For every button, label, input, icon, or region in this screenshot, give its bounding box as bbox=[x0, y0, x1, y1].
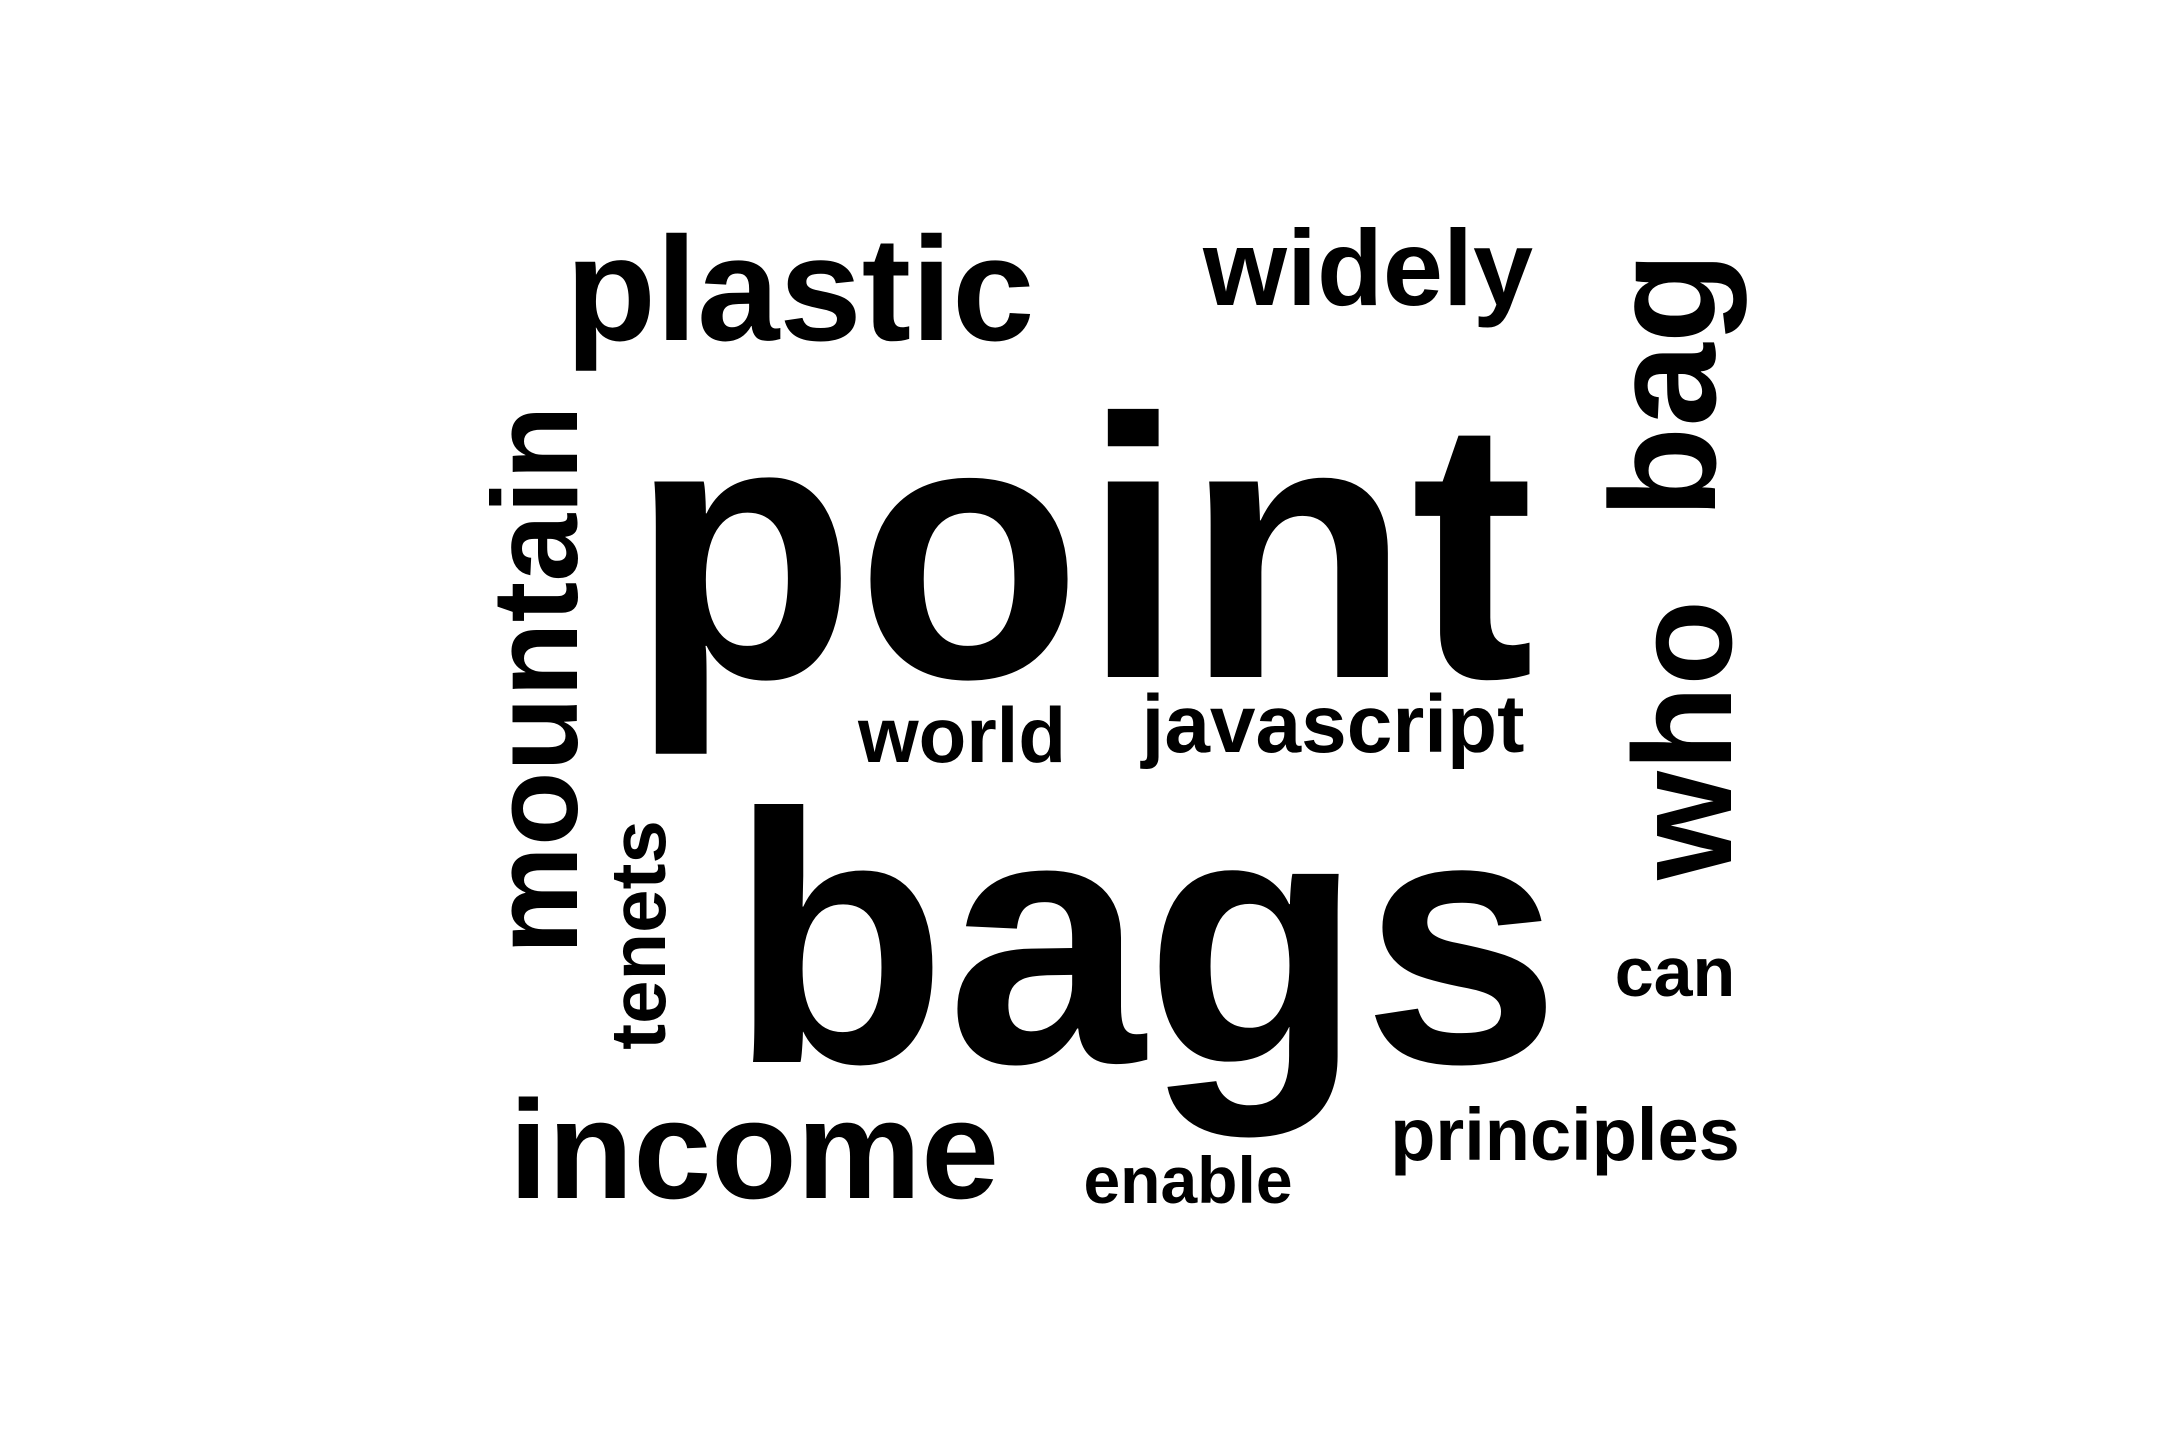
word-tenets: tenets bbox=[594, 820, 682, 1050]
word-mountain: mountain bbox=[467, 405, 603, 955]
word-who: who bbox=[1604, 600, 1761, 880]
word-widely: widely bbox=[1202, 207, 1534, 328]
word-principles: principles bbox=[1390, 1093, 1740, 1176]
word-plastic: plastic bbox=[565, 207, 1035, 372]
word-income: income bbox=[508, 1071, 1000, 1228]
word-world: world bbox=[858, 691, 1066, 779]
word-enable: enable bbox=[1083, 1143, 1293, 1217]
word-bags: bags bbox=[729, 741, 1561, 1138]
word-can: can bbox=[1614, 933, 1736, 1011]
word-bag: bag bbox=[1579, 251, 1747, 519]
word-javascript: javascript bbox=[1141, 679, 1525, 770]
word-point: point bbox=[629, 343, 1535, 756]
